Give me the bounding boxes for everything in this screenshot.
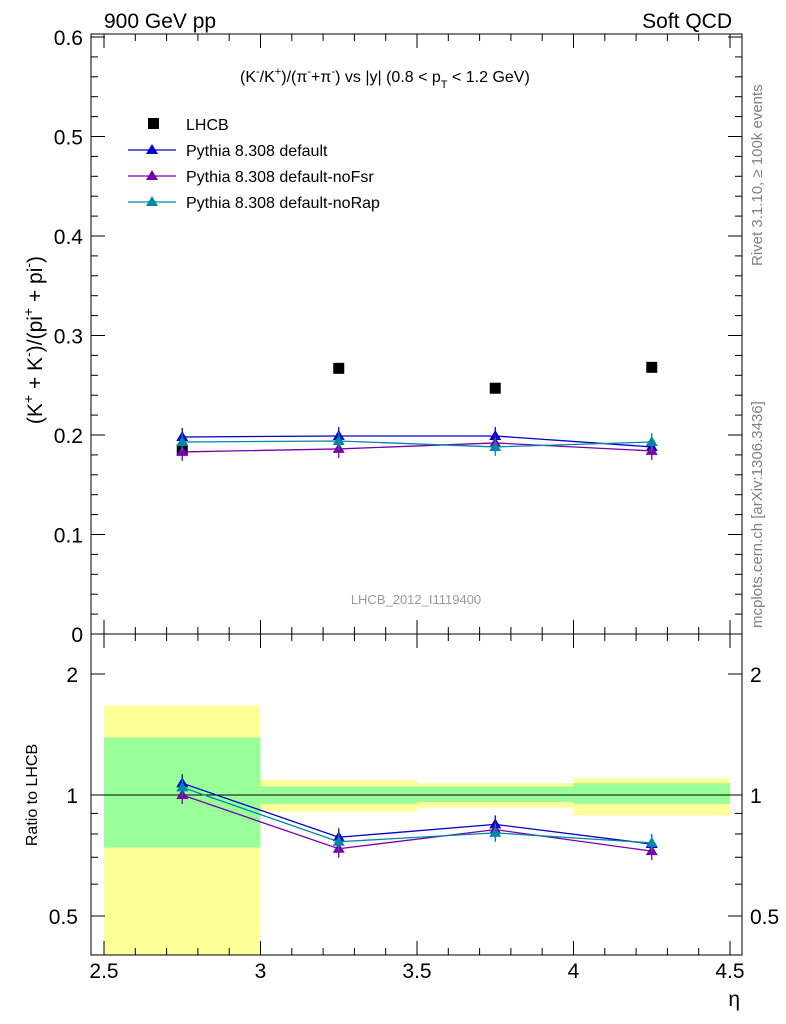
ratio-point-noRap <box>176 781 189 792</box>
main-line-noRap <box>182 440 652 448</box>
ratio-point-noRap <box>489 826 502 837</box>
legend-marker-nofsr <box>146 170 158 180</box>
x-tick-label: 2.5 <box>89 960 118 983</box>
y-tick-label-ratio-right: 2 <box>750 664 762 687</box>
y-tick-label-main: 0.5 <box>54 127 83 150</box>
legend-marker-data <box>148 118 159 129</box>
x-tick-label: 4.5 <box>715 960 744 983</box>
main-point-noRap <box>176 435 189 446</box>
y-tick-label-main: 0.2 <box>54 425 83 448</box>
plot-title: (K-/K+)/(π-+π-) vs |y| (0.8 < pT < 1.2 G… <box>240 66 530 91</box>
y-tick-label-main: 0.1 <box>54 525 83 548</box>
y-tick-label-main: 0.6 <box>54 27 83 50</box>
main-line-default <box>182 435 652 448</box>
y-tick-label-main: 0 <box>71 624 83 647</box>
x-tick-label: 3.5 <box>402 960 431 983</box>
main-line-noFsr <box>182 442 652 453</box>
y-tick-label-ratio-right: 0.5 <box>750 906 779 929</box>
main-point-noRap <box>645 435 658 446</box>
y-tick-label-main: 0.4 <box>54 226 84 249</box>
ratio-line-noFsr <box>182 794 652 852</box>
x-axis-label: η <box>728 988 740 1011</box>
ratio-point-noRap <box>645 836 658 847</box>
main-data-point <box>489 382 501 394</box>
x-tick-label: 4 <box>568 960 580 983</box>
y-axis-label-ratio: Ratio to LHCB <box>24 744 41 846</box>
main-data-point <box>646 361 658 373</box>
ratio-band-inner <box>573 783 730 804</box>
legend-marker-norap <box>146 196 158 206</box>
y-tick-label-ratio-left: 1 <box>66 785 78 808</box>
ratio-line-default <box>182 782 652 845</box>
x-tick-label: 3 <box>255 960 267 983</box>
header-right: Soft QCD <box>642 10 732 33</box>
main-data-point <box>333 362 345 374</box>
legend-label-nofsr: Pythia 8.308 default-noFsr <box>186 169 374 186</box>
rivet-label: Rivet 3.1.10, ≥ 100k events <box>749 84 766 266</box>
legend-label-norap: Pythia 8.308 default-noRap <box>186 195 380 212</box>
ratio-line-noRap <box>182 786 652 844</box>
main-point-noRap <box>332 434 345 445</box>
analysis-watermark: LHCB_2012_I1119400 <box>351 592 481 607</box>
legend-label-default: Pythia 8.308 default <box>186 143 328 160</box>
legend-marker-default <box>146 144 158 154</box>
legend: LHCB Pythia 8.308 default Pythia 8.308 d… <box>128 117 380 212</box>
y-tick-label-ratio-left: 2 <box>66 664 78 687</box>
legend-label-data: LHCB <box>186 117 229 134</box>
y-axis-label-top: (K+ + K-)/(pi+ + pi-) <box>20 256 47 424</box>
main-point-noRap <box>489 440 502 451</box>
ratio-point-noRap <box>332 835 345 846</box>
ratio-plot-frame <box>90 633 743 956</box>
y-tick-label-ratio-right: 1 <box>750 785 762 808</box>
ratio-band-inner <box>417 786 574 803</box>
mcplots-label: mcplots.cern.ch [arXiv:1306.3436] <box>749 401 766 628</box>
y-tick-label-ratio-left: 0.5 <box>49 906 78 929</box>
header-left: 900 GeV pp <box>104 10 216 33</box>
plot-marks: 2.5 3 3.5 4 4.5 0 0.1 0.2 0.3 0.4 0.5 0.6 0.5 0.5 1 1 2 2 <box>49 27 779 983</box>
y-tick-label-main: 0.3 <box>54 326 83 349</box>
